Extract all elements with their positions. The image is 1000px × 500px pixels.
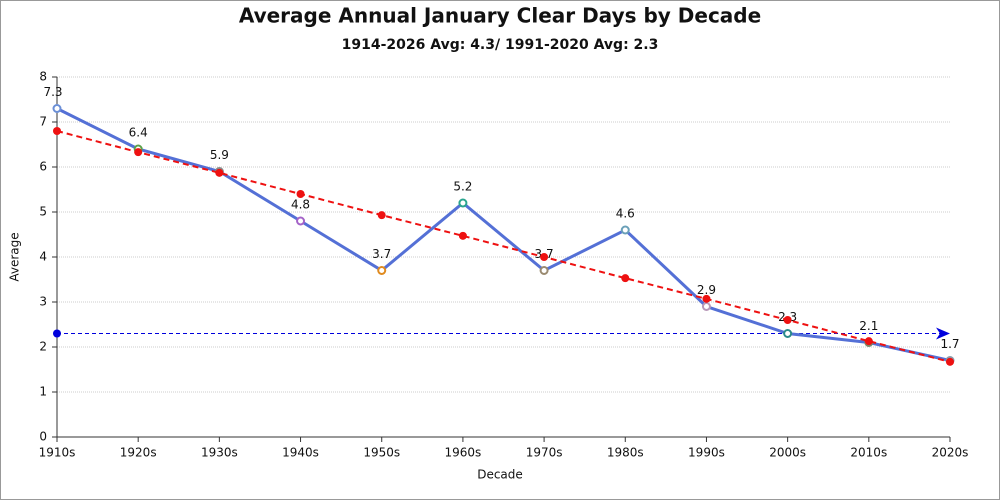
point bbox=[296, 216, 306, 226]
point bbox=[702, 294, 711, 303]
data-label: 1.7 bbox=[940, 337, 959, 351]
x-tick-label: 2020s bbox=[932, 446, 969, 460]
chart-subtitle: 1914-2026 Avg: 4.3/ 1991-2020 Avg: 2.3 bbox=[342, 37, 659, 53]
y-tick-label: 1 bbox=[39, 385, 47, 399]
point bbox=[458, 198, 468, 208]
x-tick-label: 1930s bbox=[201, 446, 238, 460]
x-tick-label: 1980s bbox=[607, 446, 644, 460]
y-tick-label: 4 bbox=[39, 250, 47, 264]
point bbox=[134, 148, 143, 157]
x-axis-label: Decade bbox=[477, 468, 523, 482]
point bbox=[620, 225, 630, 235]
x-tick-label: 2010s bbox=[850, 446, 887, 460]
point bbox=[215, 168, 224, 177]
data-label: 4.6 bbox=[616, 207, 635, 221]
x-tick-label: 1910s bbox=[39, 446, 76, 460]
trend-line bbox=[56, 130, 951, 363]
data-label: 6.4 bbox=[129, 126, 148, 140]
x-tick-label: 1940s bbox=[282, 446, 319, 460]
point bbox=[864, 337, 873, 346]
x-tick-label: 1970s bbox=[526, 446, 563, 460]
y-tick-label: 8 bbox=[39, 70, 47, 84]
x-tick-label: 1920s bbox=[120, 446, 157, 460]
y-tick-label: 7 bbox=[39, 115, 47, 129]
reference-arrow bbox=[936, 327, 950, 340]
point bbox=[377, 266, 387, 275]
data-label: 5.9 bbox=[210, 148, 229, 162]
point bbox=[458, 231, 467, 240]
point bbox=[621, 274, 630, 283]
x-tick-label: 1960s bbox=[445, 446, 482, 460]
point bbox=[52, 104, 62, 113]
point bbox=[539, 266, 549, 275]
point bbox=[783, 329, 793, 338]
point bbox=[783, 316, 792, 324]
series-line bbox=[56, 107, 951, 362]
x-tick-label: 2000s bbox=[769, 446, 806, 460]
chart-title: Average Annual January Clear Days by Dec… bbox=[239, 4, 761, 28]
y-tick-label: 3 bbox=[39, 295, 47, 309]
y-tick-label: 5 bbox=[39, 205, 47, 219]
point bbox=[540, 253, 549, 261]
x-tick-label: 1950s bbox=[363, 446, 400, 460]
reference-start bbox=[53, 329, 61, 338]
point bbox=[946, 357, 954, 366]
data-label: 2.1 bbox=[859, 319, 878, 333]
data-label: 3.7 bbox=[372, 247, 391, 261]
point bbox=[296, 190, 305, 198]
y-tick-label: 6 bbox=[39, 160, 47, 174]
point bbox=[377, 211, 386, 220]
point bbox=[53, 127, 61, 135]
y-tick-label: 0 bbox=[39, 430, 47, 444]
data-label: 7.3 bbox=[43, 85, 62, 99]
point bbox=[701, 302, 711, 311]
data-label: 2.9 bbox=[697, 283, 716, 297]
x-tick-label: 1990s bbox=[688, 446, 725, 460]
y-axis-label: Average bbox=[8, 232, 22, 281]
data-label: 4.8 bbox=[291, 198, 310, 212]
y-tick-label: 2 bbox=[39, 340, 47, 354]
data-label: 5.2 bbox=[453, 180, 472, 194]
